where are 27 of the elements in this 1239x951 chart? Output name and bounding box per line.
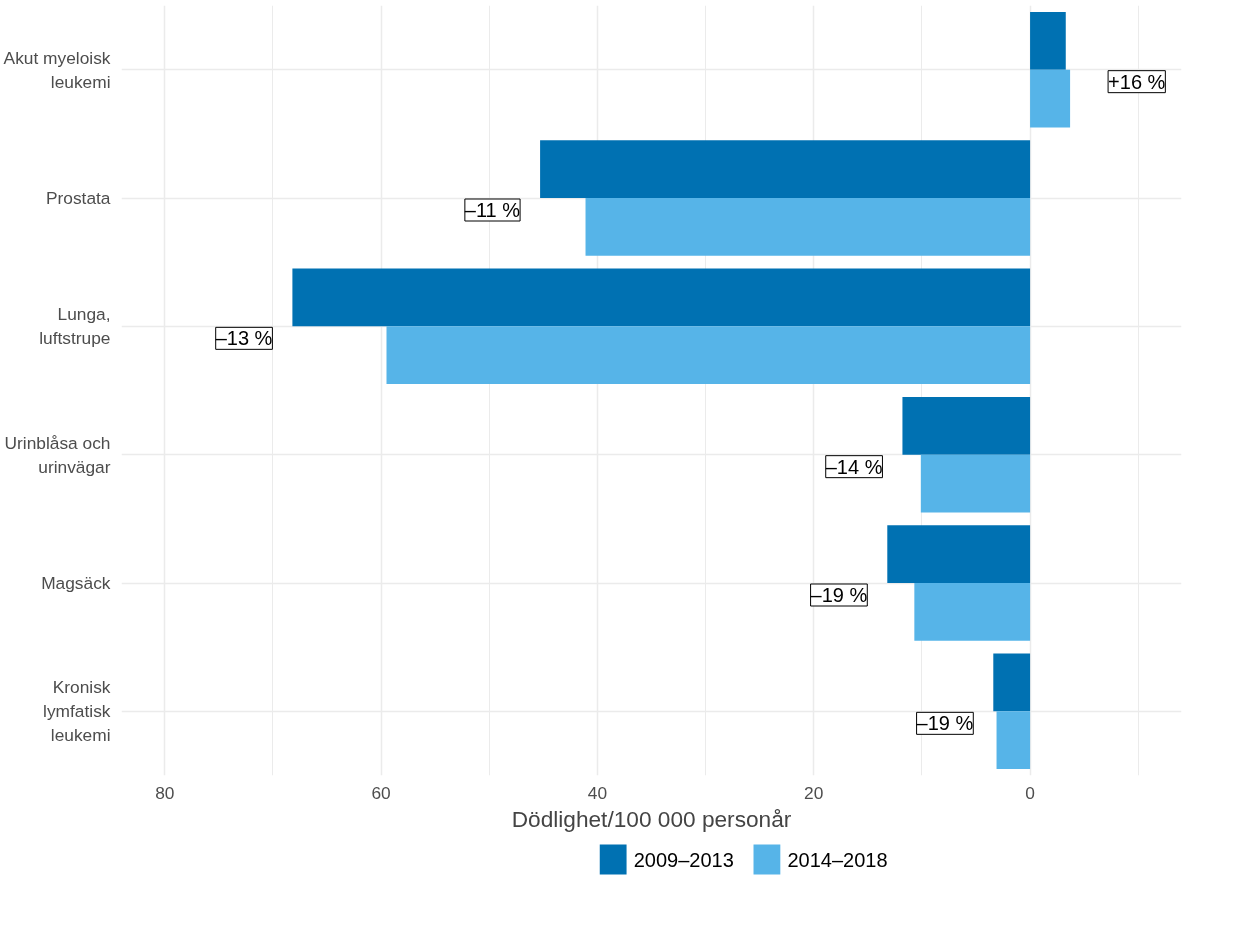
- bar: [914, 583, 1031, 641]
- x-tick-label: 40: [587, 782, 608, 803]
- bar: [1030, 69, 1071, 128]
- annotation: +16 %: [1108, 70, 1166, 93]
- bar: [993, 653, 1031, 712]
- y-tick-label: Urinblåsa och urinvägar: [4, 432, 111, 477]
- bar: [292, 268, 1031, 327]
- bar: [996, 711, 1031, 770]
- y-tick-label: Kronisk lymfatisk leukemi: [43, 677, 111, 746]
- x-tick-label: 60: [371, 782, 391, 803]
- bar: [920, 454, 1031, 513]
- y-tick-label: Lunga, luftstrupe: [39, 304, 111, 349]
- x-tick-label: 80: [155, 782, 175, 803]
- x-axis-title: Dödlighet/100 000 personår: [511, 805, 792, 832]
- y-tick-label: Akut myeloisk leukemi: [3, 47, 111, 92]
- bar: [585, 198, 1031, 256]
- bar: [1030, 11, 1066, 70]
- legend-label: 2014–2018: [787, 848, 888, 871]
- x-tick-label: 20: [804, 782, 824, 803]
- bar: [540, 140, 1031, 198]
- legend-label: 2009–2013: [633, 848, 734, 871]
- bar: [887, 525, 1031, 583]
- y-tick-label: Prostata: [45, 188, 111, 208]
- x-tick-label: 0: [1025, 782, 1035, 803]
- bar: [902, 396, 1031, 455]
- bar: [386, 326, 1031, 385]
- y-tick-label: Magsäck: [41, 573, 111, 593]
